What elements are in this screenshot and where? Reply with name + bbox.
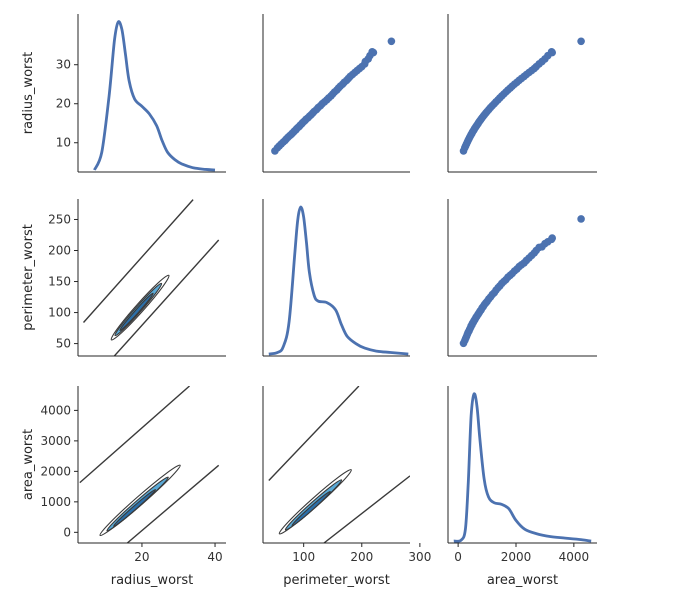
kde-curve-perimeter_worst [268,205,409,356]
kde2d-density-contour-inner [291,490,331,527]
kde2d-outer-contour [126,464,220,543]
kde2d-outer-contour [113,239,220,356]
y-tick-label: 200 [48,244,71,258]
y-tick-label: 20 [56,97,71,111]
x-tick-label: 40 [207,550,222,564]
x-tick-label: 200 [350,550,373,564]
panel-radius_worst-vs-area_worst [447,14,597,173]
x-tick-label: 100 [292,550,315,564]
x-tick-label: 4000 [559,550,590,564]
kde2d-outer-contour [79,386,190,484]
panel-perimeter_worst-vs-area_worst [447,199,597,357]
y-axis-label-radius_worst: radius_worst [21,52,36,135]
kde2d-density-contour-inner [119,292,154,332]
kde2d-group [268,386,410,543]
x-tick-label: 0 [454,550,462,564]
kde2d-outer-contour [323,475,410,543]
panel-perimeter_worst-vs-perimeter_worst [262,199,410,357]
panel-radius_worst-vs-perimeter_worst [262,14,410,173]
y-tick-label: 30 [56,58,71,72]
y-tick-label: 250 [48,212,71,226]
y-tick-label: 10 [56,136,71,150]
panel-radius_worst-vs-radius_worst: 10 20 30 radius_worst [21,14,226,173]
x-tick-label: 2000 [501,550,532,564]
x-axis-label-area_worst: area_worst [487,573,558,588]
y-axis-label-area_worst: area_worst [21,429,36,500]
scatter-point [547,48,556,56]
y-tick-label: 150 [48,275,71,289]
kde-curve-radius_worst [93,20,216,172]
panel-area_worst-vs-radius_worst: 0 1000 2000 3000 4000 area_worst 20 40 radius_wo… [21,386,226,588]
y-tick-label: 50 [56,337,71,351]
kde-curve-area_worst [453,392,592,543]
kde2d-group [82,199,220,356]
kde2d-density-contour-inner [113,488,157,527]
scatter-point [368,48,377,56]
y-axis-label-perimeter_worst: perimeter_worst [21,224,36,331]
y-tick-label: 100 [48,306,71,320]
kde2d-outer-contour [268,386,360,481]
panel-area_worst-vs-perimeter_worst: 100 200 300 perimeter_worst [262,386,431,588]
y-tick-label: 1000 [40,495,71,509]
scatter-point [387,37,396,46]
x-axis-label-radius_worst: radius_worst [111,573,194,588]
y-tick-label: 0 [63,525,71,539]
panel-perimeter_worst-vs-radius_worst: 50 100 150 200 250 perimeter_worst [21,199,226,357]
x-axis-label-perimeter_worst: perimeter_worst [283,573,390,588]
scatter-point [577,215,585,223]
kde2d-group [79,386,220,543]
x-tick-label: 300 [408,550,431,564]
x-tick-label: 20 [134,550,149,564]
y-tick-label: 4000 [40,403,71,417]
kde2d-outer-contour [82,199,194,323]
y-tick-label: 3000 [40,434,71,448]
y-tick-label: 2000 [40,464,71,478]
scatter-point [547,235,556,244]
scatter-point [577,37,585,46]
